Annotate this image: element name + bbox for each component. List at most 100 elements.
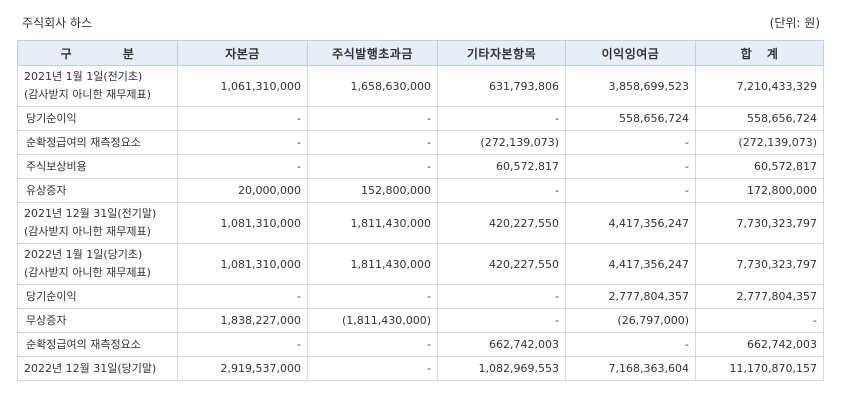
cell-capital-stock: 1,061,310,000 <box>177 65 308 107</box>
cell-capital-stock: - <box>177 284 308 309</box>
row-label-line: 순확정급여의 재측정요소 <box>26 337 141 351</box>
row-label-line: 당기순이익 <box>26 289 77 303</box>
row-label-line: 2021년 12월 31일(전기말) <box>24 207 157 220</box>
row-label-line: 주식보상비용 <box>26 159 87 173</box>
cell-share-premium: 1,811,430,000 <box>307 202 438 244</box>
row-label: 순확정급여의 재측정요소 <box>17 130 178 155</box>
table-row: 무상증자 1,838,227,000 (1,811,430,000) - (26,797… <box>17 308 824 333</box>
cell-retained-earnings: 2,777,804,357 <box>565 284 696 309</box>
cell-capital-stock: - <box>177 106 308 131</box>
row-label-line: 2022년 1월 1일(당기초) <box>24 248 143 261</box>
row-label-line: 2022년 12월 31일(당기말) <box>24 361 157 375</box>
column-header-category: 구 분 <box>17 40 178 66</box>
row-label: 2022년 12월 31일(당기말) <box>17 356 178 381</box>
cell-total: 172,800,000 <box>695 178 824 203</box>
cell-total: 662,742,003 <box>695 332 824 357</box>
row-label-line: 유상증자 <box>26 183 67 197</box>
column-header-capital-stock: 자본금 <box>177 40 308 66</box>
cell-total: 7,730,323,797 <box>695 243 824 285</box>
table-row: 순확정급여의 재측정요소 - -662,742,003-662,742,003 <box>17 332 824 357</box>
cell-retained-earnings: - <box>565 130 696 155</box>
row-label-line: 2021년 1월 1일(전기초) <box>24 70 143 83</box>
cell-share-premium: - <box>307 106 438 131</box>
row-label: 주식보상비용 <box>17 154 178 179</box>
cell-total: 60,572,817 <box>695 154 824 179</box>
row-label: 당기순이익 <box>17 284 178 309</box>
cell-other-capital: - <box>437 178 566 203</box>
row-label-line: (감사받지 아니한 재무제표) <box>24 88 151 101</box>
cell-share-premium: - <box>307 154 438 179</box>
equity-changes-table: 구 분 자본금 주식발행초과금 기타자본항목 이익잉여금 합 계 2021년 1… <box>17 40 824 381</box>
row-label: 순확정급여의 재측정요소 <box>17 332 178 357</box>
cell-total: (272,139,073) <box>695 130 824 155</box>
cell-capital-stock: - <box>177 332 308 357</box>
cell-capital-stock: 1,081,310,000 <box>177 202 308 244</box>
table-header-row: 구 분 자본금 주식발행초과금 기타자본항목 이익잉여금 합 계 <box>17 40 824 66</box>
column-header-share-premium: 주식발행초과금 <box>307 40 438 66</box>
cell-other-capital: - <box>437 308 566 333</box>
cell-other-capital: 420,227,550 <box>437 243 566 285</box>
cell-capital-stock: - <box>177 154 308 179</box>
table-row: 당기순이익 - - -558,656,724 558,656,724 <box>17 106 824 131</box>
column-header-other-capital: 기타자본항목 <box>437 40 566 66</box>
cell-share-premium: - <box>307 284 438 309</box>
cell-retained-earnings: - <box>565 154 696 179</box>
unit-label: (단위: 원) <box>769 16 820 30</box>
table-row: 2022년 12월 31일(당기말) 2,919,537,000-1,082,96… <box>17 356 824 381</box>
cell-retained-earnings: 4,417,356,247 <box>565 202 696 244</box>
table-row: 당기순이익 - - -2,777,804,357 2,777,804,357 <box>17 284 824 309</box>
cell-retained-earnings: 7,168,363,604 <box>565 356 696 381</box>
cell-retained-earnings: (26,797,000) <box>565 308 696 333</box>
cell-retained-earnings: 3,858,699,523 <box>565 65 696 107</box>
cell-total: 558,656,724 <box>695 106 824 131</box>
cell-other-capital: 631,793,806 <box>437 65 566 107</box>
cell-total: 7,730,323,797 <box>695 202 824 244</box>
column-header-retained-earnings: 이익잉여금 <box>565 40 696 66</box>
row-label-line: 순확정급여의 재측정요소 <box>26 135 141 149</box>
cell-share-premium: - <box>307 332 438 357</box>
cell-retained-earnings: 558,656,724 <box>565 106 696 131</box>
row-label: 2022년 1월 1일(당기초) (감사받지 아니한 재무제표) <box>17 243 178 285</box>
cell-retained-earnings: 4,417,356,247 <box>565 243 696 285</box>
column-header-total: 합 계 <box>695 40 824 66</box>
cell-other-capital: 60,572,817 <box>437 154 566 179</box>
table-row: 2022년 1월 1일(당기초) (감사받지 아니한 재무제표) 1,081,310… <box>17 243 824 285</box>
cell-capital-stock: 2,919,537,000 <box>177 356 308 381</box>
row-label-line: 무상증자 <box>26 313 67 327</box>
cell-capital-stock: - <box>177 130 308 155</box>
cell-share-premium: (1,811,430,000) <box>307 308 438 333</box>
cell-other-capital: - <box>437 106 566 131</box>
cell-capital-stock: 1,838,227,000 <box>177 308 308 333</box>
cell-other-capital: (272,139,073) <box>437 130 566 155</box>
cell-other-capital: 420,227,550 <box>437 202 566 244</box>
row-label: 당기순이익 <box>17 106 178 131</box>
cell-share-premium: 152,800,000 <box>307 178 438 203</box>
row-label: 유상증자 <box>17 178 178 203</box>
table-row: 2021년 1월 1일(전기초) (감사받지 아니한 재무제표) 1,061,310… <box>17 65 824 107</box>
row-label: 2021년 1월 1일(전기초) (감사받지 아니한 재무제표) <box>17 65 178 107</box>
table-row: 순확정급여의 재측정요소 - - (272,139,073) - (272,139,073… <box>17 130 824 155</box>
cell-share-premium: 1,658,630,000 <box>307 65 438 107</box>
cell-total: 7,210,433,329 <box>695 65 824 107</box>
cell-total: - <box>695 308 824 333</box>
cell-capital-stock: 20,000,000 <box>177 178 308 203</box>
table-row: 주식보상비용 - -60,572,817-60,572,817 <box>17 154 824 179</box>
cell-other-capital: 1,082,969,553 <box>437 356 566 381</box>
cell-total: 2,777,804,357 <box>695 284 824 309</box>
row-label-line: 당기순이익 <box>26 111 77 125</box>
cell-other-capital: 662,742,003 <box>437 332 566 357</box>
cell-retained-earnings: - <box>565 332 696 357</box>
cell-share-premium: - <box>307 130 438 155</box>
cell-capital-stock: 1,081,310,000 <box>177 243 308 285</box>
row-label-line: (감사받지 아니한 재무제표) <box>24 266 151 279</box>
cell-total: 11,170,870,157 <box>695 356 824 381</box>
row-label-line: (감사받지 아니한 재무제표) <box>24 225 151 238</box>
row-label: 2021년 12월 31일(전기말) (감사받지 아니한 재무제표) <box>17 202 178 244</box>
company-name: 주식회사 하스 <box>22 16 93 30</box>
cell-share-premium: - <box>307 356 438 381</box>
table-row: 2021년 12월 31일(전기말) (감사받지 아니한 재무제표) 1,081,3… <box>17 202 824 244</box>
row-label: 무상증자 <box>17 308 178 333</box>
cell-retained-earnings: - <box>565 178 696 203</box>
table-row: 유상증자 20,000,000 152,800,000- -172,800,000 <box>17 178 824 203</box>
cell-other-capital: - <box>437 284 566 309</box>
